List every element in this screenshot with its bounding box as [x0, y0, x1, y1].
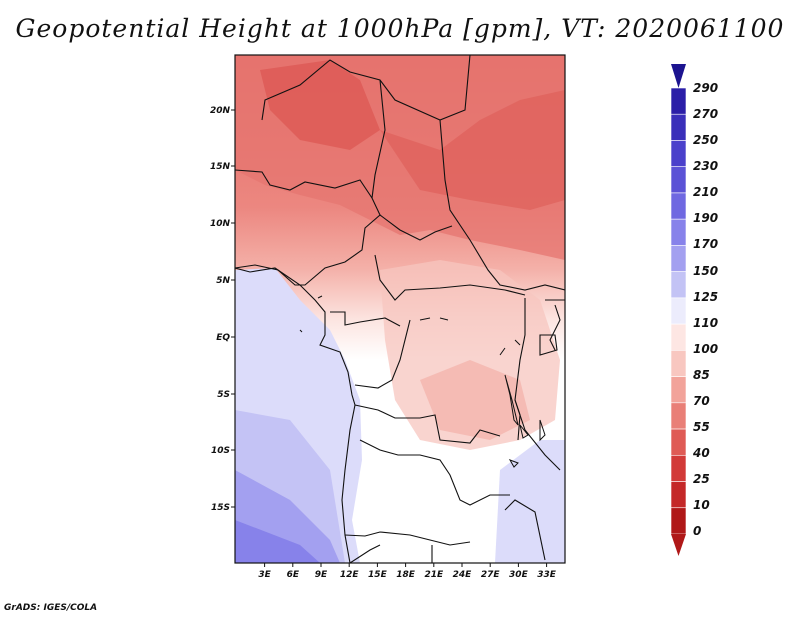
cb-label-210: 210	[693, 185, 718, 199]
lat-label-15n: 15N	[210, 162, 231, 172]
colorbar-swatch-0	[670, 507, 687, 535]
colorbar-swatch-250	[670, 113, 687, 141]
colorbar: 290 270 250 230 210 190 170 150 125 110 …	[670, 64, 718, 556]
lon-label-12e: 12E	[340, 570, 360, 580]
colorbar-boxes	[670, 87, 687, 535]
cb-label-55: 55	[693, 420, 710, 434]
colorbar-swatch-70	[670, 376, 687, 404]
cb-label-270: 270	[693, 107, 718, 121]
colorbar-swatch-170	[670, 218, 687, 246]
lon-label-15e: 15E	[368, 570, 388, 580]
lat-label-15s: 15S	[211, 503, 230, 513]
grads-credit: GrADS: IGES/COLA	[4, 603, 98, 613]
high-zone-sudan	[380, 90, 565, 210]
cb-label-190: 190	[693, 211, 718, 225]
low-zone-southeast	[495, 440, 565, 563]
colorbar-swatch-85	[670, 350, 687, 377]
colorbar-swatch-25	[670, 454, 687, 482]
colorbar-swatch-125	[670, 271, 687, 299]
cb-label-85: 85	[693, 368, 710, 382]
colorbar-swatch-190	[670, 192, 687, 220]
map-frame	[234, 54, 566, 564]
lon-label-24e: 24E	[453, 570, 473, 580]
cb-label-125: 125	[693, 290, 718, 304]
cb-label-170: 170	[693, 237, 718, 251]
country-borders	[235, 55, 565, 563]
colorbar-top-arrow	[671, 64, 686, 88]
colorbar-swatch-40	[670, 428, 687, 456]
colorbar-swatch-55	[670, 402, 687, 430]
lat-label-5n: 5N	[216, 276, 230, 286]
colorbar-swatch-110	[670, 297, 687, 325]
cb-label-150: 150	[693, 264, 718, 278]
cb-label-70: 70	[693, 394, 710, 408]
colorbar-swatch-230	[670, 140, 687, 168]
high-zone-sahara	[260, 60, 380, 150]
map-area	[235, 55, 565, 563]
lat-label-5s: 5S	[217, 390, 230, 400]
lon-label-21e: 21E	[424, 570, 444, 580]
cb-label-10: 10	[693, 498, 710, 512]
cb-label-230: 230	[693, 159, 718, 173]
lakes	[299, 295, 546, 468]
lon-label-30e: 30E	[509, 570, 529, 580]
colorbar-swatch-210	[670, 166, 687, 194]
lon-label-3e: 3E	[258, 570, 271, 580]
cb-label-290: 290	[693, 81, 718, 95]
lon-label-18e: 18E	[396, 570, 416, 580]
cb-label-25: 25	[693, 472, 710, 486]
cb-label-100: 100	[693, 342, 718, 356]
lon-label-27e: 27E	[481, 570, 501, 580]
colorbar-swatch-150	[670, 245, 687, 272]
colorbar-swatch-100	[670, 323, 687, 351]
lat-label-eq: EQ	[216, 333, 230, 343]
colorbar-bottom-arrow	[671, 534, 686, 556]
cb-label-0: 0	[693, 524, 701, 538]
cb-label-40: 40	[692, 446, 710, 460]
map-title: Geopotential Height at 1000hPa [gpm], VT…	[15, 14, 785, 43]
cb-label-110: 110	[693, 316, 718, 330]
lat-label-10n: 10N	[210, 219, 231, 229]
lon-label-9e: 9E	[315, 570, 328, 580]
low-zone-deepest	[235, 520, 320, 563]
lon-label-6e: 6E	[287, 570, 300, 580]
pink-zone-katanga	[420, 360, 530, 440]
colorbar-labels: 290 270 250 230 210 190 170 150 125 110 …	[692, 81, 718, 538]
lat-label-20n: 20N	[210, 106, 231, 116]
colorbar-swatch-270	[670, 87, 687, 115]
cb-label-250: 250	[693, 133, 718, 147]
colorbar-swatch-10	[670, 481, 687, 509]
lon-label-33e: 33E	[537, 570, 557, 580]
lat-label-10s: 10S	[211, 446, 230, 456]
lat-axis: 20N 15N 10N 5N EQ 5S 10S 15S	[210, 106, 235, 513]
lon-axis: 3E 6E 9E 12E 15E 18E 21E 24E 27E 30E 33E	[258, 563, 557, 580]
